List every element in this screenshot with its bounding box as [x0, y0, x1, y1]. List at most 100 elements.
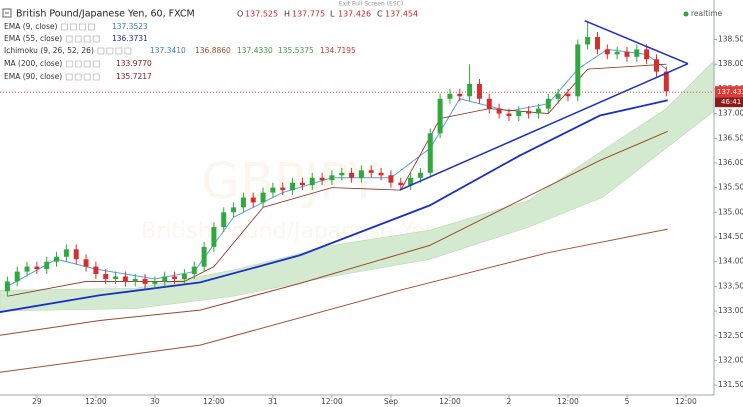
- legend-name[interactable]: EMA (55, close): [4, 34, 62, 43]
- legend-icon[interactable]: [83, 60, 91, 68]
- candle-body: [506, 113, 512, 117]
- candle-body: [152, 281, 158, 284]
- legend-name[interactable]: MA (200, close): [4, 59, 62, 68]
- candle-body: [260, 192, 266, 203]
- last-price-box: [715, 86, 743, 98]
- legend-icon[interactable]: [83, 73, 91, 81]
- x-tick-label: 12:00: [557, 397, 579, 406]
- legend-name[interactable]: Ichimoku (9, 26, 52, 26): [4, 46, 94, 55]
- x-tick-label: 12:00: [439, 397, 461, 406]
- candle-body: [437, 98, 443, 134]
- candle-body: [14, 271, 20, 282]
- legend-icon[interactable]: [65, 73, 73, 81]
- legend-icon[interactable]: [61, 23, 68, 31]
- indicator-line: [0, 99, 668, 313]
- status: realtime: [691, 9, 723, 18]
- candle-body: [575, 44, 581, 97]
- candle-body: [565, 93, 571, 97]
- candle-body: [457, 93, 463, 97]
- candle-body: [486, 98, 492, 109]
- candle-body: [83, 259, 89, 267]
- legend-icon[interactable]: [70, 23, 77, 31]
- candle-body: [172, 276, 178, 279]
- legend-value: 134.7195: [320, 46, 356, 55]
- candle-body: [663, 71, 669, 92]
- candle-body: [398, 182, 404, 186]
- candle-body: [427, 133, 433, 173]
- candle-body: [653, 59, 659, 72]
- legend-icon[interactable]: [106, 47, 114, 55]
- ohlc-label: L: [330, 10, 335, 19]
- legend-icon[interactable]: [124, 47, 132, 55]
- candle-body: [339, 172, 345, 176]
- candle-body: [349, 172, 355, 178]
- candle-body: [467, 83, 473, 97]
- legend-icon[interactable]: [74, 60, 82, 68]
- legend-value: 137.4330: [237, 46, 273, 55]
- candle-body: [299, 182, 305, 186]
- legend-icon[interactable]: [115, 47, 123, 55]
- candle-body: [280, 187, 286, 191]
- candle-body: [142, 278, 148, 284]
- candle-body: [122, 276, 128, 282]
- collapse-icon[interactable]: [2, 8, 12, 18]
- candle-body: [162, 276, 168, 282]
- candle-body: [624, 51, 630, 57]
- ohlc-label: H: [284, 10, 290, 19]
- countdown: 46:41: [721, 98, 741, 106]
- legend-icon[interactable]: [97, 47, 105, 55]
- candle-body: [496, 108, 502, 114]
- y-tick-label: 132.000: [718, 355, 743, 364]
- legend-value: 136.3731: [112, 34, 148, 43]
- legend-name[interactable]: EMA (9, close): [4, 22, 58, 31]
- candle-body: [181, 274, 187, 279]
- legend-icon[interactable]: [65, 60, 73, 68]
- y-tick-label: 133.500: [718, 281, 743, 290]
- x-tick-label: 12:00: [85, 397, 107, 406]
- legend-name[interactable]: EMA (90, close): [4, 72, 62, 81]
- candle-body: [211, 227, 217, 247]
- y-tick-label: 136.000: [718, 158, 743, 167]
- legend-icon[interactable]: [88, 23, 95, 31]
- candle-body: [516, 111, 522, 117]
- candle-body: [191, 266, 197, 275]
- legend-icon[interactable]: [65, 35, 73, 43]
- ichimoku-cloud: [0, 60, 714, 312]
- legend-icon[interactable]: [74, 73, 82, 81]
- candle-body: [329, 175, 335, 181]
- ohlc-value: 137.525: [245, 10, 278, 19]
- y-tick-label: 138.500: [718, 35, 743, 44]
- y-tick-label: 135.500: [718, 183, 743, 192]
- x-tick-label: 31: [268, 397, 278, 406]
- candle-body: [388, 175, 394, 183]
- candle-body: [535, 108, 541, 114]
- candle-body: [231, 207, 237, 213]
- header: British Pound/Japanese Yen, 60, FXCM Exi…: [2, 1, 723, 81]
- y-tick-label: 135.000: [718, 207, 743, 216]
- candle-body: [604, 49, 610, 55]
- legend-icon[interactable]: [92, 35, 100, 43]
- y-tick-label: 134.500: [718, 232, 743, 241]
- candle-body: [290, 182, 296, 191]
- candle-body: [644, 49, 650, 60]
- legend-value: 137.3523: [112, 22, 148, 31]
- candle-body: [594, 37, 600, 50]
- ohlc-value: 137.426: [338, 10, 371, 19]
- exit-hint[interactable]: Exit Full Screen (ESC): [339, 1, 403, 8]
- legend-icon[interactable]: [92, 73, 100, 81]
- legend-icon[interactable]: [92, 60, 100, 68]
- candle-body: [408, 177, 414, 186]
- legend-icon[interactable]: [79, 23, 86, 31]
- legend-icon[interactable]: [74, 35, 82, 43]
- countdown-box: [715, 97, 743, 108]
- candle-body: [221, 212, 227, 228]
- candle-body: [417, 172, 423, 178]
- candle-body: [54, 256, 60, 262]
- candle-body: [614, 51, 620, 55]
- candle-body: [545, 98, 551, 109]
- y-tick-label: 138.000: [718, 59, 743, 68]
- legend-icon[interactable]: [83, 35, 91, 43]
- trendline: [399, 63, 689, 191]
